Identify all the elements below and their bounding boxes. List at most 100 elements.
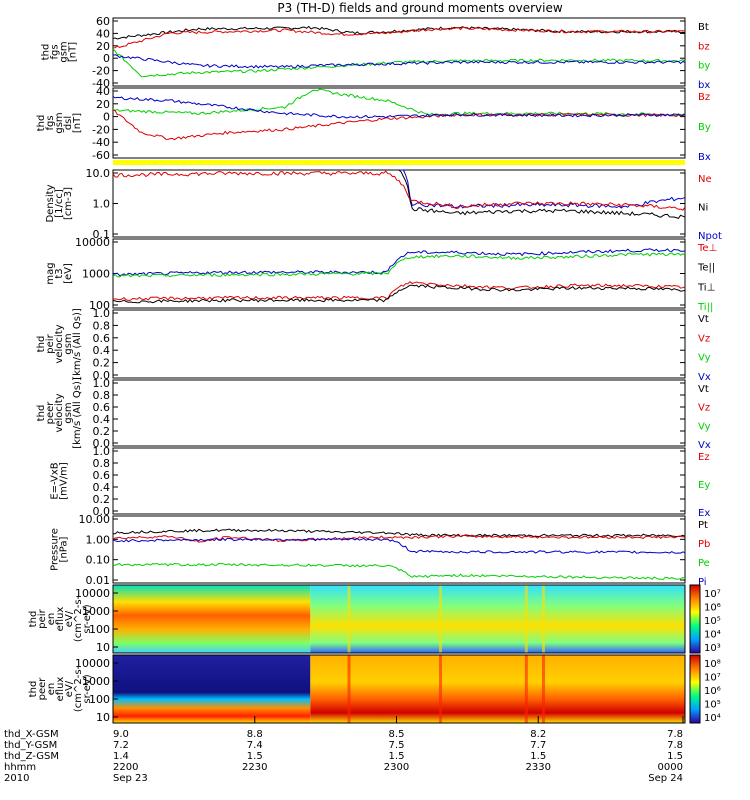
y-tick-label: 0.4 [93, 481, 111, 494]
y-tick-label: 0.2 [93, 425, 111, 438]
x-tick-label: 7.8 [667, 729, 683, 740]
legend-entry: bz [698, 41, 710, 52]
x-tick-label: 7.8 [667, 740, 683, 751]
y-axis-label: peer [37, 677, 48, 701]
legend-entry: bx [698, 80, 710, 91]
series-Ti|| [112, 252, 686, 278]
x-tick-label: 8.2 [530, 729, 546, 740]
legend-entry: Pi [698, 577, 707, 588]
x-tick-label: 1.5 [389, 751, 405, 762]
y-tick-label: 10 [96, 711, 110, 724]
colorbar-tick-label: 10⁴ [704, 713, 721, 724]
x-tick-label: 2330 [526, 762, 551, 773]
y-axis-label: dsl [63, 116, 74, 130]
x-tick-label: 1.5 [530, 751, 546, 762]
legend-entry: Te⊥ [697, 243, 717, 254]
y-axis-label: fgs [50, 44, 61, 59]
panel-frame [112, 309, 686, 379]
spectrogram-region-late [310, 585, 685, 653]
chart-title: P3 (TH-D) fields and ground moments over… [277, 1, 562, 15]
legend-entry: Bx [698, 152, 711, 163]
legend-entry: Npot [698, 231, 722, 242]
y-tick-label: 10000 [75, 657, 110, 670]
legend-entry: Vx [698, 440, 711, 451]
series-By [112, 88, 686, 117]
y-tick-label: 10000 [75, 236, 110, 249]
y-tick-label: 0.6 [93, 469, 111, 482]
panel-efield: 1.00.80.60.40.20.0 E=-VxB[mV/m] Ez Ey Ex [50, 445, 711, 519]
y-axis-label: eflux [55, 677, 66, 702]
y-axis-label: sr-eV) [82, 674, 93, 703]
legend-entry: Vt [698, 314, 709, 325]
colorbar-tick-label: 10⁸ [704, 659, 721, 670]
y-axis-label: velocity [54, 324, 65, 363]
series-Ne [112, 170, 686, 211]
y-tick-label: 0.10 [86, 554, 111, 567]
series-Ni [113, 169, 686, 220]
y-axis-label: mag [45, 262, 56, 284]
y-axis-label: thd [28, 681, 39, 698]
legend-entry: Vz [698, 333, 710, 344]
panel-frame [112, 447, 686, 515]
y-tick-label: 0.01 [86, 574, 111, 587]
legend-entry: Vy [698, 421, 711, 432]
y-axis-label: peir [37, 608, 48, 628]
y-axis-label: en [46, 613, 57, 626]
y-tick-label: 1.0 [93, 198, 111, 211]
colorbar-tick-label: 10³ [704, 643, 721, 654]
x-tick-label: Sep 23 [113, 773, 148, 784]
panels: 6040200-20-40thdfgsgsm[nT]Btbzbybx40200-… [28, 15, 722, 724]
y-tick-label: 60 [96, 15, 110, 28]
legend-entry: Vy [698, 353, 711, 364]
spectrogram-region-early [113, 655, 311, 723]
y-axis-label: thd [41, 44, 52, 61]
series-Bx [112, 96, 686, 119]
y-tick-label: -40 [92, 77, 110, 90]
y-axis-label: en [46, 683, 57, 696]
series-Pe [112, 562, 686, 581]
y-axis-label: fgs [45, 115, 56, 130]
x-tick-label: 2300 [384, 762, 409, 773]
x-tick-label: 8.8 [247, 729, 263, 740]
y-tick-label: 0.8 [93, 319, 111, 332]
y-axis-label: [eV] [63, 263, 74, 284]
x-tick-label: Sep 24 [648, 773, 683, 784]
x-tick-label: 1.4 [113, 751, 129, 762]
y-axis-label: t3 [54, 268, 65, 278]
spectrogram-streak [524, 655, 528, 723]
y-tick-label: -60 [92, 149, 110, 162]
series-Pi [112, 537, 686, 554]
y-tick-label: 0 [103, 52, 110, 65]
y-axis-label: thd [28, 611, 39, 628]
y-axis-label: eV/ [64, 610, 75, 627]
y-axis-label: (cm^2-s- [73, 595, 84, 642]
y-tick-label: 1.0 [93, 445, 111, 458]
x-tick-label: 7.4 [247, 740, 263, 751]
y-axis-label: gsm [63, 333, 74, 354]
series-Te|| [112, 284, 686, 304]
x-tick-label: 2230 [242, 762, 267, 773]
y-tick-label: 0.6 [93, 401, 111, 414]
legend-entry: Ez [698, 452, 710, 463]
x-tick-label: 1.5 [247, 751, 263, 762]
y-axis-label: Density [45, 184, 56, 222]
legend-entry: Ni [698, 203, 708, 214]
x-axis-row-label: thd_X-GSM [4, 729, 59, 740]
y-tick-label: 0.2 [93, 357, 111, 370]
x-tick-label: 0000 [658, 762, 683, 773]
y-tick-label: 10.00 [79, 513, 111, 526]
legend-entry: Te|| [697, 263, 715, 274]
series-Pt [112, 528, 686, 538]
y-tick-label: 1.00 [86, 533, 111, 546]
y-axis-label: gsm [59, 41, 70, 62]
spectrogram-streak [439, 585, 443, 653]
colorbar-tick-label: 10⁵ [704, 700, 721, 711]
colorbar-tick-label: 10⁶ [704, 686, 721, 697]
panel-pressure: 10.00 1.00 0.10 0.01 Pressure[nPa] Pt Pb Pe Pi [50, 513, 711, 588]
y-tick-label: 100 [89, 623, 110, 636]
y-tick-label: -20 [92, 65, 110, 78]
y-tick-label: 10000 [75, 587, 110, 600]
series-Ti⊥ [112, 248, 686, 277]
spectrogram-frame [112, 584, 686, 654]
